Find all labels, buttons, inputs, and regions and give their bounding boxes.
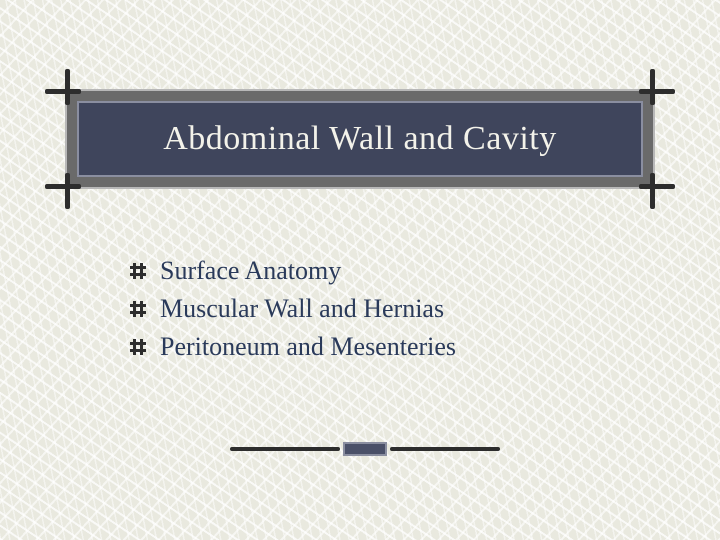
- list-item-label: Peritoneum and Mesenteries: [160, 332, 456, 362]
- title-inner-box: Abdominal Wall and Cavity: [77, 101, 643, 177]
- decorative-divider: [230, 440, 500, 458]
- title-frame: Abdominal Wall and Cavity: [53, 77, 667, 201]
- list-item: Peritoneum and Mesenteries: [130, 332, 456, 362]
- hash-bullet-icon: [130, 263, 146, 279]
- hash-bullet-icon: [130, 339, 146, 355]
- list-item: Muscular Wall and Hernias: [130, 294, 456, 324]
- slide-title: Abdominal Wall and Cavity: [163, 120, 556, 158]
- frame-tick: [45, 89, 81, 94]
- frame-tick: [650, 69, 655, 105]
- divider-center: [343, 442, 387, 456]
- frame-tick: [650, 173, 655, 209]
- frame-tick: [65, 173, 70, 209]
- list-item-label: Surface Anatomy: [160, 256, 341, 286]
- list-item-label: Muscular Wall and Hernias: [160, 294, 444, 324]
- hash-bullet-icon: [130, 301, 146, 317]
- title-outer-box: Abdominal Wall and Cavity: [65, 89, 655, 189]
- frame-tick: [65, 69, 70, 105]
- bullet-list: Surface Anatomy Muscular Wall and Hernia…: [130, 256, 456, 370]
- frame-tick: [45, 184, 81, 189]
- divider-line: [230, 447, 340, 451]
- list-item: Surface Anatomy: [130, 256, 456, 286]
- divider-line: [390, 447, 500, 451]
- frame-tick: [639, 184, 675, 189]
- frame-tick: [639, 89, 675, 94]
